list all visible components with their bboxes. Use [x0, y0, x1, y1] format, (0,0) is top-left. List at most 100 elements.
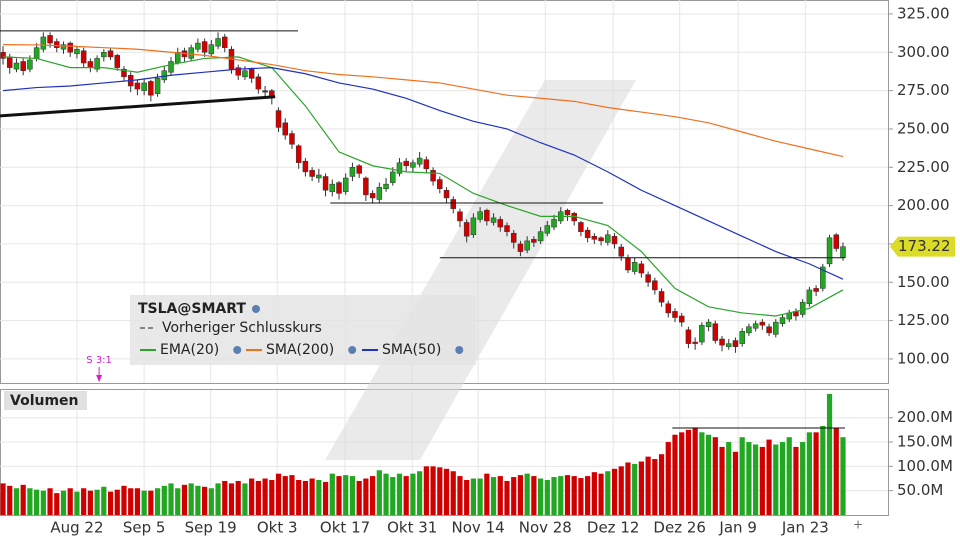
volume-bar	[336, 476, 342, 515]
candle-body	[141, 82, 147, 91]
candle-body	[551, 219, 557, 228]
y-tick-label: 200.00	[897, 196, 950, 214]
x-tick-label: Aug 22	[50, 519, 103, 537]
candle-body	[725, 343, 732, 347]
candle-body	[94, 58, 100, 70]
volume-bar	[141, 490, 147, 515]
volume-bar	[490, 477, 497, 515]
volume-bar	[181, 484, 188, 515]
volume-bar	[363, 478, 369, 515]
candle-body	[813, 288, 819, 292]
candle-body	[383, 183, 389, 189]
candle-body	[208, 44, 215, 55]
volume-bar	[154, 488, 161, 515]
y-tick-label: 325.00	[897, 4, 950, 22]
volume-bar	[222, 480, 228, 515]
candle-body	[235, 67, 241, 76]
legend-items: EMA(20) SMA(200) SMA(50)	[140, 342, 464, 358]
candle-body	[13, 62, 20, 70]
volume-bar	[383, 473, 389, 515]
volume-bar	[692, 427, 698, 515]
volume-bar	[484, 473, 490, 515]
volume-bar	[564, 475, 571, 515]
volume-bar	[148, 490, 154, 515]
volume-bar	[658, 454, 665, 515]
volume-bar	[121, 485, 127, 515]
volume-bar	[228, 483, 235, 515]
candle-body	[255, 76, 262, 90]
price-tag-label: 173.22	[898, 237, 951, 255]
candle-body	[510, 232, 517, 243]
volume-bar	[786, 437, 792, 515]
candle-body	[369, 193, 376, 199]
candle-body	[20, 61, 26, 71]
volume-bar	[665, 442, 671, 515]
volume-bar	[269, 479, 275, 515]
volume-bar	[302, 480, 309, 515]
volume-bar	[833, 427, 839, 515]
candle-body	[450, 199, 456, 209]
volume-bar	[766, 439, 772, 515]
y-tick-label: 50.0M	[897, 481, 943, 499]
candle-body	[390, 171, 396, 183]
volume-bar	[47, 488, 53, 515]
volume-bar	[779, 442, 786, 515]
volume-bar	[511, 477, 517, 515]
volume-bar	[625, 462, 631, 515]
candle-body	[174, 52, 181, 64]
candle-body	[121, 68, 127, 78]
volume-bar	[558, 476, 564, 515]
volume-bar	[81, 488, 87, 515]
x-tick-label: Dez 26	[653, 519, 706, 537]
volume-bar	[605, 471, 611, 515]
candle-body	[638, 263, 645, 274]
candle-body	[222, 36, 228, 48]
volume-bar	[101, 486, 107, 515]
icon	[252, 305, 260, 313]
volume-bar	[585, 476, 591, 515]
volume-bar	[477, 478, 483, 515]
candle-body	[779, 317, 786, 324]
candle-body	[504, 225, 510, 232]
candle-body	[443, 190, 450, 199]
volume-bar	[813, 432, 819, 515]
candle-body	[591, 236, 598, 240]
volume-title-box	[4, 391, 87, 410]
x-tick-label: Dez 12	[587, 519, 640, 537]
candle-body	[578, 222, 584, 232]
volume-bar	[161, 485, 167, 515]
volume-bar	[417, 471, 423, 515]
x-tick-label: Sep 5	[123, 519, 166, 537]
volume-bar	[497, 476, 503, 515]
y-tick-label: 125.00	[897, 311, 950, 329]
candle-body	[248, 68, 255, 79]
volume-bar	[94, 489, 100, 515]
candle-body	[60, 44, 67, 50]
icon	[233, 346, 242, 354]
candle-body	[820, 266, 826, 289]
volume-bar	[0, 483, 6, 515]
volume-bar	[114, 489, 120, 515]
candle-body	[67, 42, 73, 53]
y-tick-label: 150.00	[897, 273, 950, 291]
candle-body	[799, 301, 806, 315]
volume-bar	[235, 480, 241, 515]
x-tick-label: Sep 19	[185, 519, 237, 537]
candle-body	[631, 262, 638, 272]
volume-bar	[732, 451, 739, 515]
candle-body	[712, 323, 719, 341]
volume-bar	[726, 442, 732, 515]
candle-body	[739, 331, 745, 344]
volume-bar	[13, 488, 20, 515]
candle-body	[678, 315, 685, 323]
volume-bar	[571, 476, 577, 515]
candle-body	[410, 162, 416, 168]
candle-body	[463, 222, 470, 237]
volume-bar	[672, 434, 678, 515]
candle-body	[517, 243, 524, 252]
volume-bar	[826, 393, 833, 515]
legend-label: SMA(200)	[266, 342, 334, 358]
x-tick-label: Okt 31	[387, 519, 437, 537]
volume-bar	[820, 425, 826, 515]
volume-bar	[40, 490, 46, 515]
